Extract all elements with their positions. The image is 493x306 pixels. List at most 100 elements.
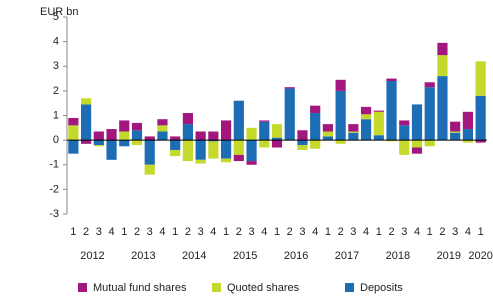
x-tick-label: 2 bbox=[185, 226, 191, 238]
bar-segment bbox=[297, 145, 308, 150]
bar-segment bbox=[399, 140, 410, 155]
x-tick-label: 1 bbox=[325, 226, 331, 238]
bar-segment bbox=[424, 140, 435, 147]
x-tick-label: 1 bbox=[172, 226, 178, 238]
bar-segment bbox=[182, 124, 193, 141]
bar-segment bbox=[157, 119, 168, 126]
legend-swatch bbox=[212, 283, 221, 292]
bar-segment bbox=[310, 140, 321, 149]
bar-segment bbox=[170, 149, 181, 157]
bar-segment bbox=[411, 140, 423, 148]
bar-segment bbox=[450, 121, 461, 132]
y-tick-label: -1 bbox=[49, 159, 59, 171]
bar-segment bbox=[182, 113, 193, 125]
x-tick-label: 4 bbox=[363, 226, 369, 238]
year-label: 2018 bbox=[386, 250, 410, 262]
x-tick-label: 4 bbox=[312, 226, 318, 238]
x-tick-label: 1 bbox=[274, 226, 280, 238]
bar-segment bbox=[233, 140, 244, 155]
y-tick-label: -3 bbox=[49, 208, 59, 220]
bar-segment bbox=[450, 131, 461, 133]
x-tick-label: 3 bbox=[299, 226, 305, 238]
x-tick-label: 2 bbox=[236, 226, 242, 238]
bar-segment bbox=[271, 140, 283, 148]
bar-segment bbox=[373, 110, 384, 112]
year-label: 2020 bbox=[468, 250, 492, 262]
bar-segment bbox=[462, 140, 473, 143]
x-tick-label: 4 bbox=[261, 226, 267, 238]
bar-segment bbox=[144, 140, 155, 165]
year-label: 2017 bbox=[335, 250, 359, 262]
bar-segment bbox=[93, 140, 104, 146]
bar-segment bbox=[386, 140, 397, 142]
x-tick-label: 4 bbox=[108, 226, 114, 238]
bar-segment bbox=[475, 140, 486, 143]
bar-segment bbox=[424, 82, 435, 88]
bar-segment bbox=[297, 140, 308, 146]
bar-segment bbox=[297, 130, 308, 141]
x-tick-label: 1 bbox=[121, 226, 127, 238]
x-tick-label: 1 bbox=[376, 226, 382, 238]
y-tick-label: -2 bbox=[49, 183, 59, 195]
x-tick-label: 4 bbox=[210, 226, 216, 238]
x-tick-label: 4 bbox=[159, 226, 165, 238]
bar-segment bbox=[93, 145, 104, 147]
year-label: 2012 bbox=[80, 250, 104, 262]
bar-segment bbox=[131, 122, 143, 131]
bar-segment bbox=[310, 113, 321, 141]
bar-segment bbox=[284, 87, 295, 89]
bar-segment bbox=[208, 140, 219, 142]
bar-segment bbox=[462, 129, 473, 141]
bar-segment bbox=[68, 117, 79, 126]
x-tick-label: 4 bbox=[414, 226, 420, 238]
bar-segment bbox=[259, 121, 270, 141]
bar-segment bbox=[68, 140, 79, 154]
bar-segment bbox=[386, 78, 397, 82]
bar-segment bbox=[131, 130, 143, 141]
bar-segment bbox=[437, 55, 448, 77]
x-tick-label: 3 bbox=[198, 226, 204, 238]
y-tick-label: 1 bbox=[53, 109, 59, 121]
bar-segment bbox=[221, 120, 232, 141]
bar-segment bbox=[106, 140, 117, 160]
x-tick-label: 2 bbox=[83, 226, 89, 238]
bar-segment bbox=[386, 81, 397, 141]
bar-segment bbox=[221, 158, 232, 163]
bar-segment bbox=[157, 131, 168, 141]
x-tick-label: 3 bbox=[248, 226, 254, 238]
bar-segment bbox=[271, 124, 283, 138]
x-tick-label: 3 bbox=[401, 226, 407, 238]
year-label: 2014 bbox=[182, 250, 206, 262]
bar-segment bbox=[399, 120, 410, 126]
y-tick-label: 2 bbox=[53, 85, 59, 97]
x-tick-label: 3 bbox=[96, 226, 102, 238]
bar-segment bbox=[373, 111, 384, 136]
bar-segment bbox=[259, 120, 270, 122]
x-tick-label: 2 bbox=[134, 226, 140, 238]
bar-segment bbox=[157, 125, 168, 132]
bar-segment bbox=[182, 140, 193, 162]
year-label: 2019 bbox=[437, 250, 461, 262]
bar-segment bbox=[310, 105, 321, 114]
bar-segment bbox=[208, 131, 219, 141]
bar-segment bbox=[348, 124, 359, 132]
bar-segment bbox=[144, 164, 155, 175]
bar-segment bbox=[81, 98, 92, 105]
x-tick-label: 1 bbox=[427, 226, 433, 238]
x-tick-label: 3 bbox=[452, 226, 458, 238]
bar-segment bbox=[233, 154, 244, 162]
year-label: 2013 bbox=[131, 250, 155, 262]
bar-segment bbox=[221, 140, 232, 159]
bar-segment bbox=[361, 119, 372, 141]
bar-segment bbox=[81, 104, 92, 141]
legend-label: Quoted shares bbox=[227, 282, 300, 294]
x-tick-label: 1 bbox=[478, 226, 484, 238]
bar-segment bbox=[93, 131, 104, 141]
bar-segment bbox=[361, 114, 372, 120]
bar-segment bbox=[170, 140, 181, 150]
bar-segment bbox=[195, 140, 206, 160]
bar-segment bbox=[246, 127, 257, 141]
bar-segment bbox=[335, 140, 346, 144]
bar-segment bbox=[119, 120, 130, 132]
bar-segment bbox=[411, 147, 423, 154]
